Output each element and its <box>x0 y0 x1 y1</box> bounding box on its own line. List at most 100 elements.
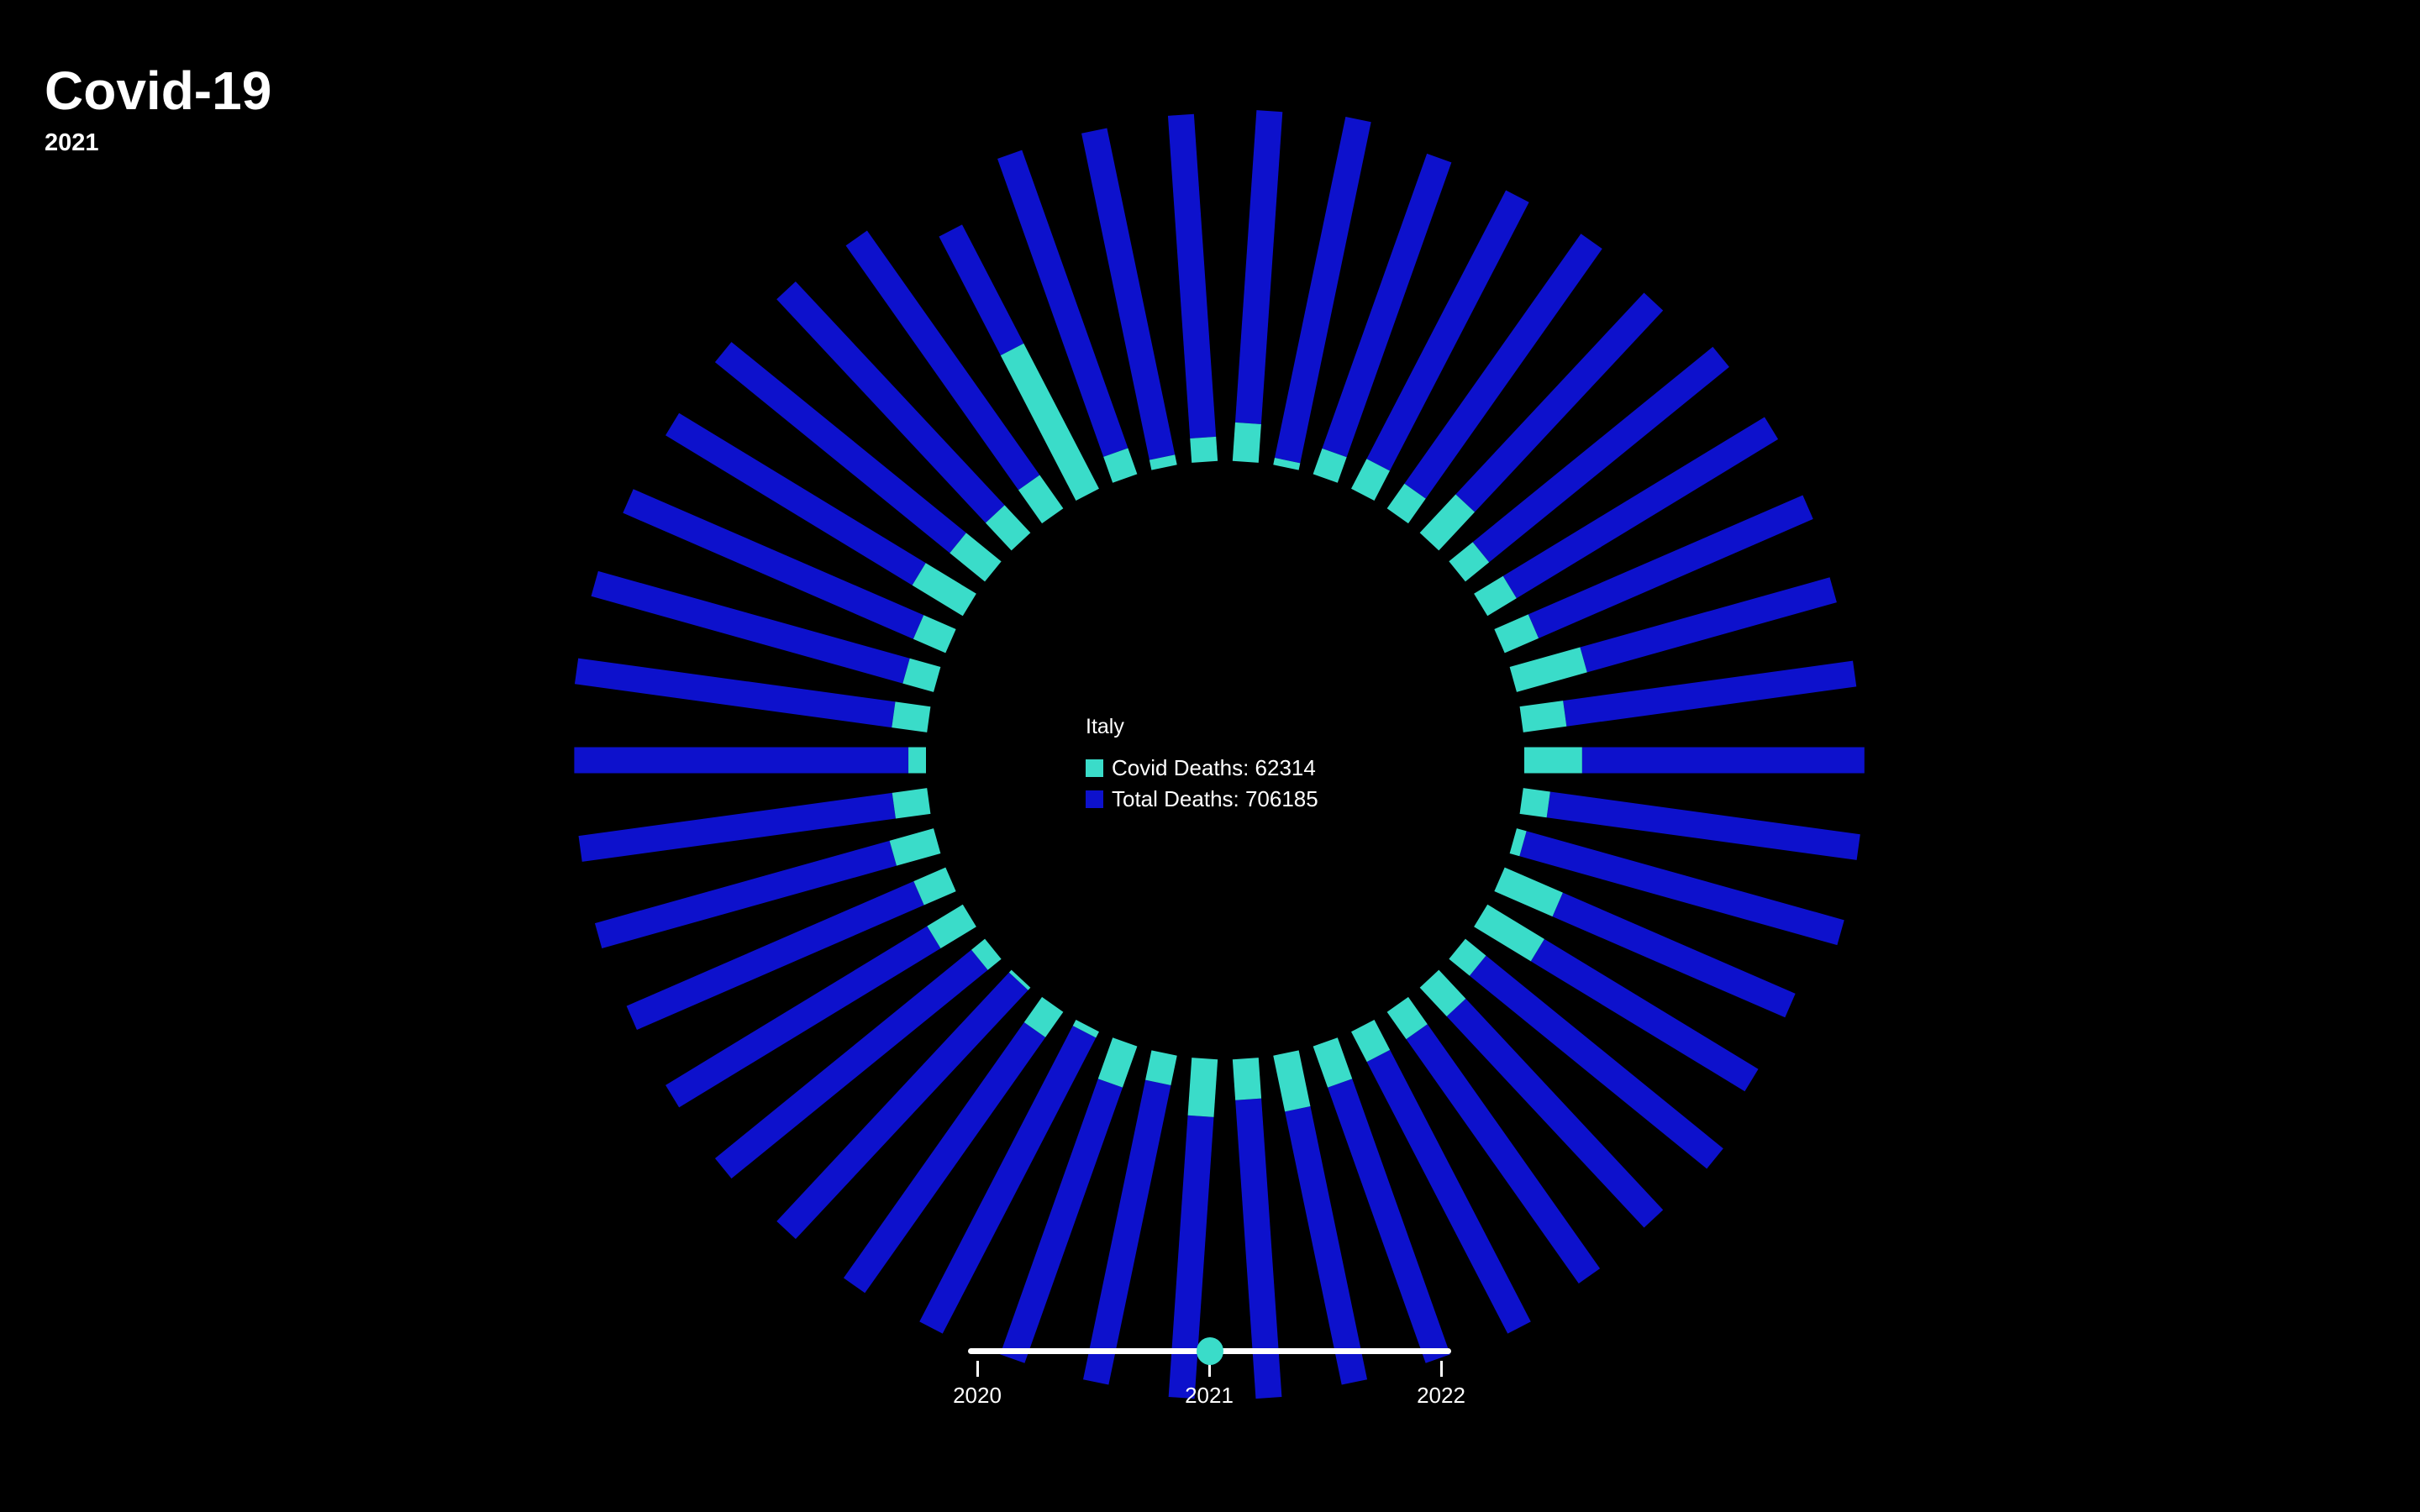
bar-total-segment[interactable] <box>1366 190 1529 471</box>
radial-bar[interactable] <box>666 412 976 617</box>
bar-covid-segment[interactable] <box>1145 1050 1177 1085</box>
bar-total-segment[interactable] <box>776 972 1028 1239</box>
bar-total-segment[interactable] <box>1406 1024 1601 1284</box>
bar-covid-segment[interactable] <box>1008 969 1031 990</box>
bar-total-segment[interactable] <box>1322 153 1452 458</box>
bar-total-segment[interactable] <box>1519 831 1844 946</box>
bar-covid-segment[interactable] <box>1000 343 1099 501</box>
bar-covid-segment[interactable] <box>1494 614 1539 654</box>
bar-covid-segment[interactable] <box>1232 422 1261 463</box>
bar-covid-segment[interactable] <box>1386 483 1426 524</box>
radial-bar[interactable] <box>1494 495 1813 654</box>
bar-total-segment[interactable] <box>1530 938 1759 1092</box>
bar-covid-segment[interactable] <box>892 701 931 732</box>
bar-covid-segment[interactable] <box>1232 1058 1262 1100</box>
bar-covid-segment[interactable] <box>950 533 1002 582</box>
bar-total-segment[interactable] <box>1000 1079 1123 1363</box>
radial-bar[interactable] <box>1449 938 1723 1169</box>
radial-bar[interactable] <box>1273 1050 1368 1385</box>
bar-total-segment[interactable] <box>574 747 909 774</box>
bar-covid-segment[interactable] <box>1509 647 1587 692</box>
bar-total-segment[interactable] <box>1546 791 1860 860</box>
radial-bar[interactable] <box>1167 113 1218 463</box>
bar-covid-segment[interactable] <box>1419 494 1476 551</box>
radial-bar[interactable] <box>1449 346 1729 582</box>
bar-total-segment[interactable] <box>1235 1098 1282 1399</box>
bar-covid-segment[interactable] <box>892 788 931 819</box>
bar-covid-segment[interactable] <box>889 828 941 866</box>
radial-bar[interactable] <box>1168 1058 1218 1399</box>
bar-covid-segment[interactable] <box>1474 575 1517 617</box>
bar-covid-segment[interactable] <box>902 658 941 692</box>
radial-bar[interactable] <box>1494 867 1796 1018</box>
year-slider-handle[interactable] <box>1197 1337 1223 1365</box>
bar-total-segment[interactable] <box>1366 1049 1531 1334</box>
bar-total-segment[interactable] <box>1274 116 1371 464</box>
radial-bar[interactable] <box>776 281 1031 551</box>
radial-bar[interactable] <box>1509 577 1837 692</box>
bar-covid-segment[interactable] <box>1149 454 1177 470</box>
bar-covid-segment[interactable] <box>1313 448 1347 483</box>
bar-total-segment[interactable] <box>1081 128 1176 460</box>
radial-bar[interactable] <box>1474 417 1779 617</box>
bar-total-segment[interactable] <box>1404 234 1602 499</box>
bar-total-segment[interactable] <box>578 792 896 862</box>
bar-covid-segment[interactable] <box>1523 747 1582 774</box>
bar-total-segment[interactable] <box>714 342 966 554</box>
bar-covid-segment[interactable] <box>985 505 1031 551</box>
radial-bar[interactable] <box>1474 904 1759 1092</box>
radial-bar[interactable] <box>1386 234 1602 524</box>
bar-total-segment[interactable] <box>1285 1106 1368 1385</box>
bar-covid-segment[interactable] <box>971 938 1002 970</box>
bar-total-segment[interactable] <box>1552 892 1796 1018</box>
radial-bar[interactable] <box>1081 128 1177 470</box>
bar-total-segment[interactable] <box>919 1026 1097 1334</box>
radial-bar[interactable] <box>1419 292 1664 551</box>
bar-covid-segment[interactable] <box>1519 788 1550 818</box>
radial-bar[interactable] <box>574 747 927 774</box>
radial-bar[interactable] <box>1232 1058 1282 1399</box>
bar-covid-segment[interactable] <box>912 563 976 617</box>
radial-bar[interactable] <box>714 938 1002 1179</box>
radial-bar[interactable] <box>1351 190 1529 501</box>
bar-covid-segment[interactable] <box>927 904 976 949</box>
radial-bar[interactable] <box>578 788 931 862</box>
bar-covid-segment[interactable] <box>1190 436 1218 463</box>
radial-bar[interactable] <box>1519 660 1857 732</box>
bar-covid-segment[interactable] <box>1273 1050 1311 1112</box>
radial-bar[interactable] <box>1523 747 1865 774</box>
radial-bar[interactable] <box>1000 1037 1138 1363</box>
bar-total-segment[interactable] <box>1082 1079 1171 1385</box>
bar-total-segment[interactable] <box>1455 292 1664 512</box>
radial-bar[interactable] <box>776 969 1031 1239</box>
radial-bar[interactable] <box>1509 828 1844 946</box>
radial-bar[interactable] <box>843 996 1064 1294</box>
bar-covid-segment[interactable] <box>1097 1037 1138 1088</box>
bar-covid-segment[interactable] <box>1474 904 1544 962</box>
bar-covid-segment[interactable] <box>1273 458 1301 470</box>
radial-bar[interactable] <box>1273 116 1371 470</box>
radial-bar[interactable] <box>997 150 1138 483</box>
radial-bar[interactable] <box>919 1019 1099 1334</box>
bar-total-segment[interactable] <box>776 281 1005 523</box>
bar-total-segment[interactable] <box>1234 110 1283 424</box>
bar-covid-segment[interactable] <box>908 747 927 774</box>
bar-covid-segment[interactable] <box>1519 701 1567 732</box>
bar-total-segment[interactable] <box>1472 346 1729 563</box>
bar-covid-segment[interactable] <box>1386 996 1428 1040</box>
radial-bar[interactable] <box>1313 153 1452 483</box>
bar-total-segment[interactable] <box>626 881 924 1031</box>
bar-covid-segment[interactable] <box>1103 448 1138 483</box>
bar-covid-segment[interactable] <box>1072 1019 1099 1038</box>
radial-bar[interactable] <box>666 904 976 1108</box>
bar-total-segment[interactable] <box>1502 417 1779 599</box>
bar-covid-segment[interactable] <box>913 615 956 654</box>
bar-total-segment[interactable] <box>997 150 1128 457</box>
bar-covid-segment[interactable] <box>913 867 956 906</box>
radial-bar[interactable] <box>594 828 941 948</box>
radial-bar[interactable] <box>1386 996 1601 1284</box>
radial-bar[interactable] <box>1232 110 1283 463</box>
bar-total-segment[interactable] <box>939 224 1024 356</box>
radial-bar[interactable] <box>1519 788 1860 860</box>
radial-bar[interactable] <box>1419 969 1664 1228</box>
